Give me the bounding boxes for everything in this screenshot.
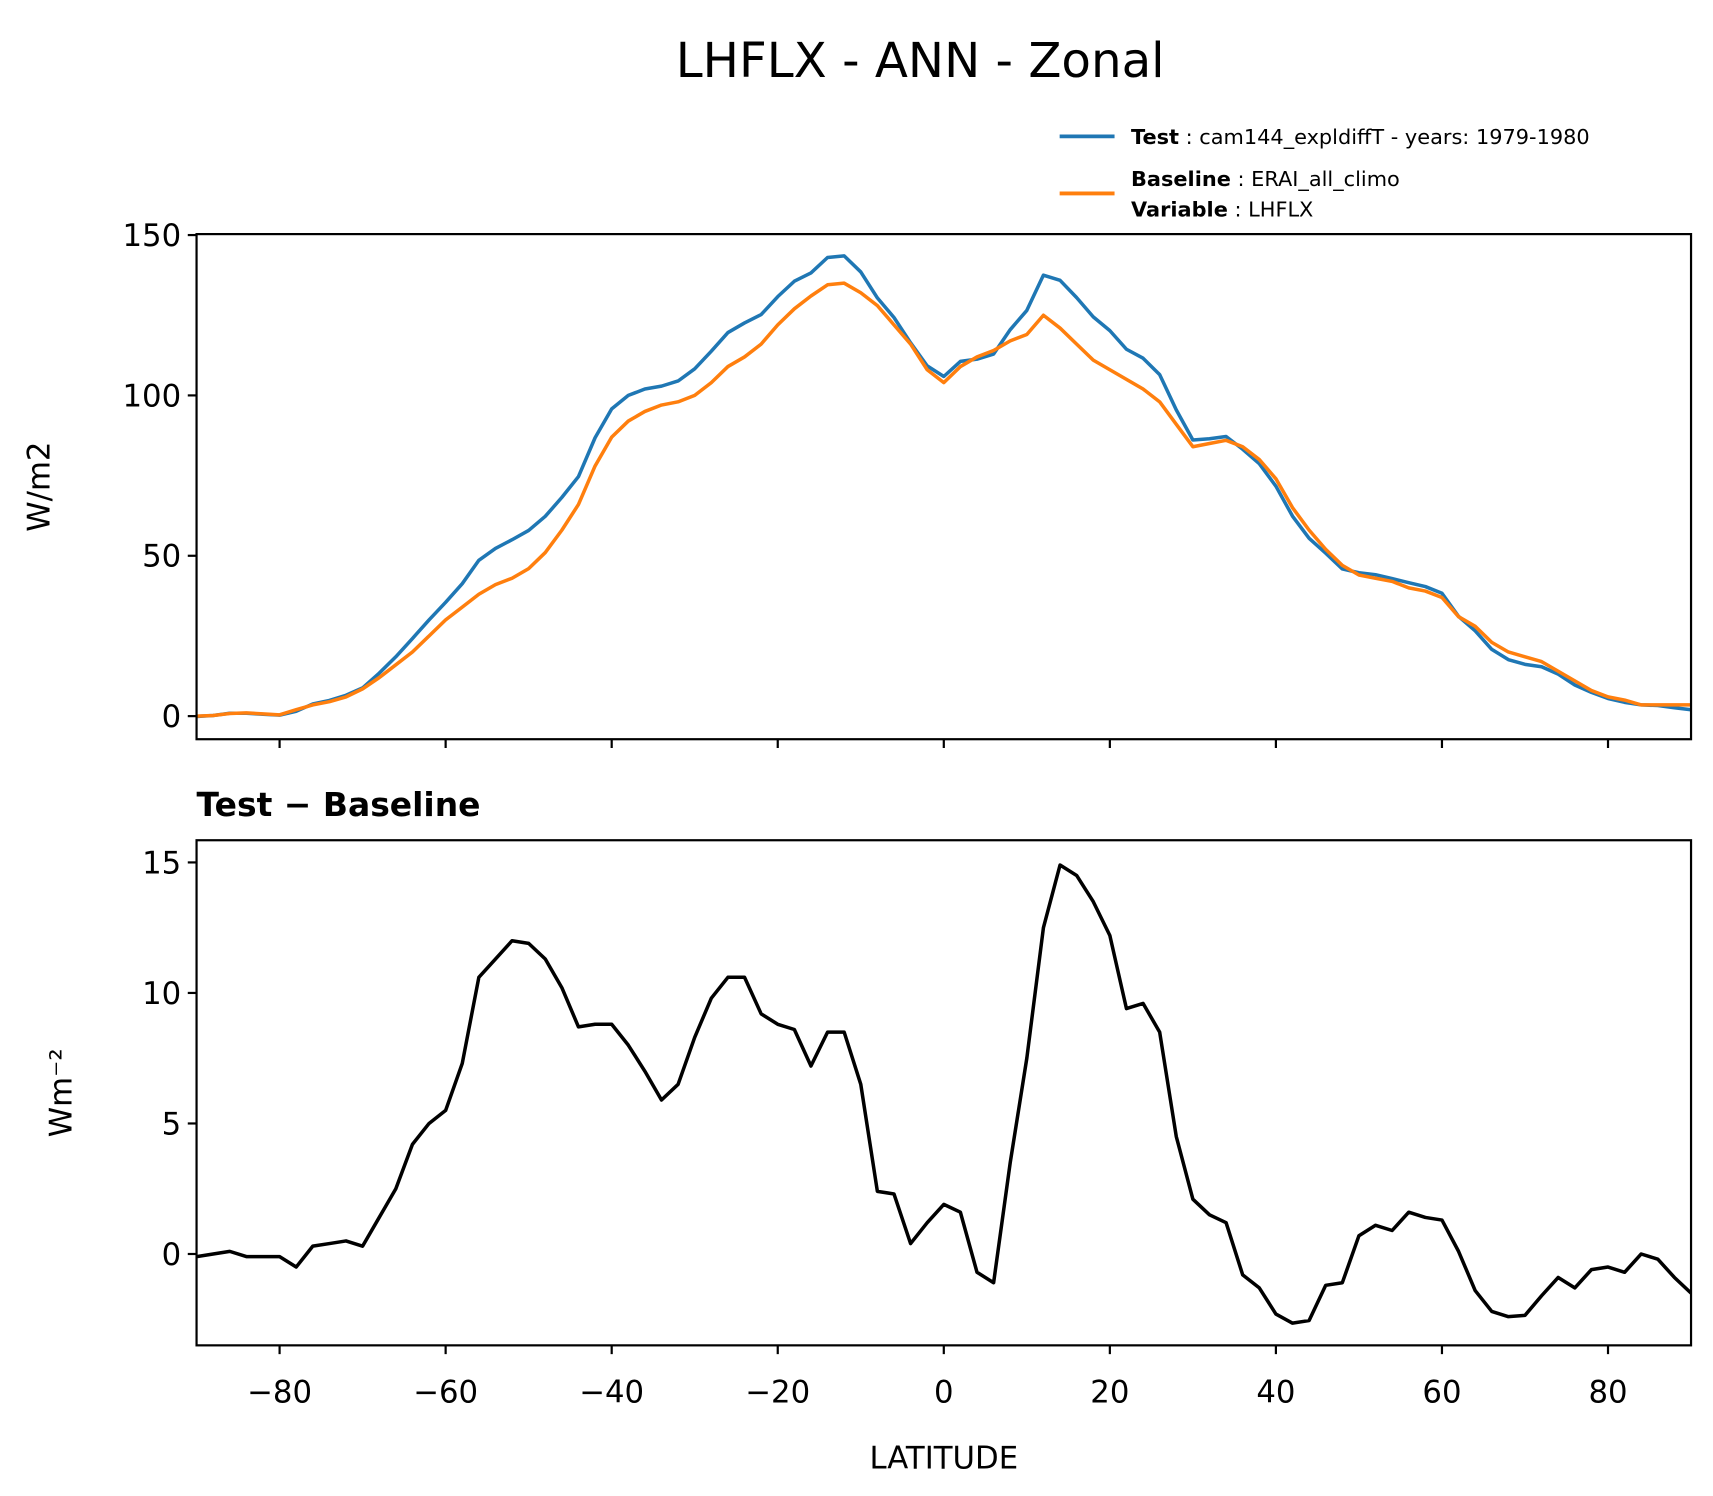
- legend-entry: Variable : LHFLX: [1131, 198, 1313, 222]
- x-tick-label: −60: [413, 1374, 478, 1410]
- data-line: [196, 254, 1692, 719]
- axes-frame: [195, 233, 1693, 741]
- x-axis-label: LATITUDE: [869, 1440, 1018, 1476]
- figure-title: LHFLX - ANN - Zonal: [676, 33, 1165, 89]
- y-tick-label: 5: [162, 1106, 182, 1142]
- y-tick-label: 150: [123, 218, 182, 254]
- y-axis-label: W/m2: [21, 442, 57, 532]
- legend-name: Variable: [1131, 198, 1228, 222]
- x-tick-label: −40: [579, 1374, 644, 1410]
- legend-text: : ERAI_all_climo: [1231, 167, 1400, 192]
- x-tick-label: 40: [1256, 1374, 1295, 1410]
- y-tick-label: 0: [162, 699, 182, 735]
- legend-name: Baseline: [1131, 167, 1231, 191]
- x-tick-label: 60: [1422, 1374, 1461, 1410]
- y-tick-label: 15: [142, 845, 181, 881]
- y-tick-label: 0: [162, 1237, 182, 1273]
- legend-text: : LHFLX: [1228, 198, 1314, 222]
- axes-frame: [195, 839, 1693, 1347]
- legend-text: : cam144_expldiffT - years: 1979-1980: [1179, 125, 1590, 150]
- x-tick-label: 0: [934, 1374, 954, 1410]
- data-line: [196, 863, 1692, 1325]
- y-tick-label: 50: [142, 539, 181, 575]
- x-tick-label: −20: [745, 1374, 810, 1410]
- subplot-title: Test − Baseline: [197, 785, 481, 824]
- x-tick-label: −80: [247, 1374, 312, 1410]
- legend-entry: Baseline : ERAI_all_climo: [1131, 167, 1400, 192]
- data-line: [196, 281, 1692, 718]
- y-tick-label: 100: [123, 378, 182, 414]
- x-tick-label: 80: [1588, 1374, 1627, 1410]
- legend-entry: Test : cam144_expldiffT - years: 1979-19…: [1131, 125, 1590, 150]
- y-tick-label: 10: [142, 976, 181, 1012]
- y-axis-label: Wm⁻²: [43, 1048, 79, 1137]
- x-tick-label: 20: [1090, 1374, 1129, 1410]
- legend-name: Test: [1131, 125, 1179, 149]
